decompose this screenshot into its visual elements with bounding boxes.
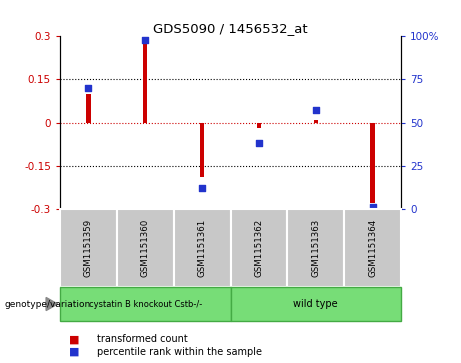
Text: genotype/variation: genotype/variation [5, 299, 91, 309]
Text: GSM1151361: GSM1151361 [198, 219, 207, 277]
Bar [257, 122, 261, 128]
Bar [200, 122, 204, 177]
Text: wild type: wild type [294, 299, 338, 309]
Text: percentile rank within the sample: percentile rank within the sample [97, 347, 262, 357]
Text: ■: ■ [69, 347, 80, 357]
Text: GSM1151360: GSM1151360 [141, 219, 150, 277]
Bar [230, 287, 401, 321]
Bar [287, 209, 344, 287]
Point [312, 107, 319, 113]
Point [198, 185, 206, 191]
Text: GSM1151364: GSM1151364 [368, 219, 377, 277]
Bar [143, 42, 148, 122]
Bar [370, 122, 375, 203]
Point [142, 37, 149, 43]
Point [369, 204, 376, 210]
Text: transformed count: transformed count [97, 334, 188, 344]
Point [85, 85, 92, 91]
Bar [60, 209, 117, 287]
Bar [344, 209, 401, 287]
Bar [230, 209, 287, 287]
Bar [86, 94, 91, 122]
Bar [313, 120, 318, 122]
Text: GSM1151363: GSM1151363 [311, 219, 320, 277]
Polygon shape [46, 298, 58, 310]
Text: ■: ■ [69, 334, 80, 344]
Title: GDS5090 / 1456532_at: GDS5090 / 1456532_at [153, 22, 308, 35]
Point [255, 140, 263, 146]
Bar [174, 209, 230, 287]
Text: cystatin B knockout Cstb-/-: cystatin B knockout Cstb-/- [89, 299, 202, 309]
Text: GSM1151359: GSM1151359 [84, 219, 93, 277]
Bar [117, 209, 174, 287]
Text: GSM1151362: GSM1151362 [254, 219, 263, 277]
Bar [60, 287, 230, 321]
